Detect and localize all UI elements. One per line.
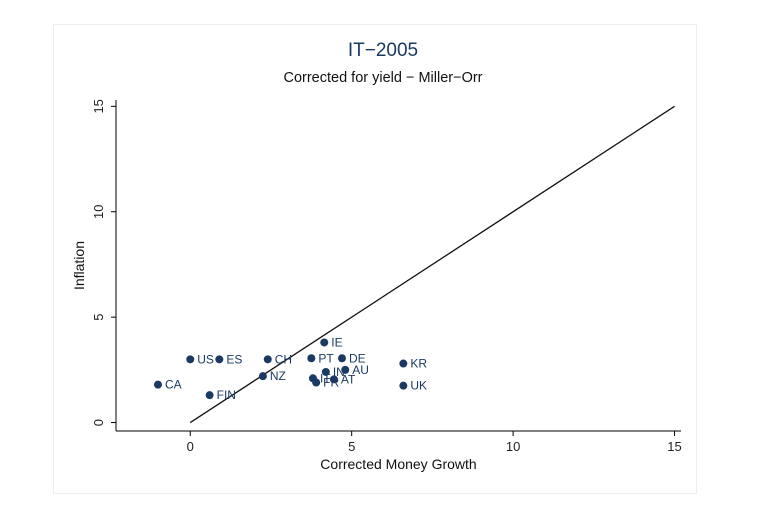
point-us (186, 355, 195, 364)
point-label-kr: KR (410, 357, 427, 371)
point-label-ca: CA (165, 378, 182, 392)
point-label-nz: NZ (270, 369, 286, 383)
chart-title: IT−2005 (347, 40, 419, 61)
point-label-at: AT (341, 372, 356, 386)
axes: 0 5 10 15 0 5 10 15 (91, 99, 682, 454)
x-tick-label: 15 (667, 439, 681, 454)
point-es (215, 355, 224, 364)
y-axis-title: Inflation (71, 241, 87, 290)
point-de (338, 354, 346, 363)
point-label-in: IN (333, 365, 345, 379)
point-label-es: ES (226, 352, 242, 366)
point-kr (399, 359, 408, 368)
point-fr (312, 378, 321, 387)
point-label-de: DE (349, 351, 366, 365)
x-tick-label: 5 (348, 439, 355, 454)
chart-frame (53, 24, 697, 494)
y-tick-label: 10 (91, 205, 106, 219)
point-label-uk: UK (410, 379, 427, 393)
reference-line (189, 105, 675, 424)
point-ch (263, 355, 272, 364)
point-in (321, 367, 330, 376)
point-label-ch: CH (275, 352, 292, 366)
point-at (329, 375, 338, 384)
chart-subtitle: Corrected for yield − Miller−Orr (283, 70, 483, 86)
point-au (341, 365, 350, 374)
point-ca (153, 380, 162, 389)
x-axis-title: Corrected Money Growth (320, 456, 476, 472)
point-ie (320, 338, 329, 347)
point-label-au: AU (352, 363, 369, 377)
point-label-ie: IE (331, 335, 342, 349)
point-nz (258, 372, 267, 381)
point-uk (399, 381, 408, 390)
point-pt (307, 354, 316, 363)
point-label-fr: FR (323, 376, 339, 390)
reference-line-group (189, 105, 675, 424)
y-tick-label: 0 (91, 419, 106, 426)
point-label-pt: PT (318, 351, 334, 365)
y-tick-label: 5 (91, 314, 106, 321)
point-label-us: US (197, 352, 214, 366)
x-tick-label: 0 (187, 439, 194, 454)
point-label-fin: FIN (217, 388, 236, 402)
point-fin (205, 391, 214, 400)
x-tick-label: 10 (506, 439, 520, 454)
point-label-it: IT (320, 371, 331, 385)
y-tick-label: 15 (91, 99, 106, 113)
